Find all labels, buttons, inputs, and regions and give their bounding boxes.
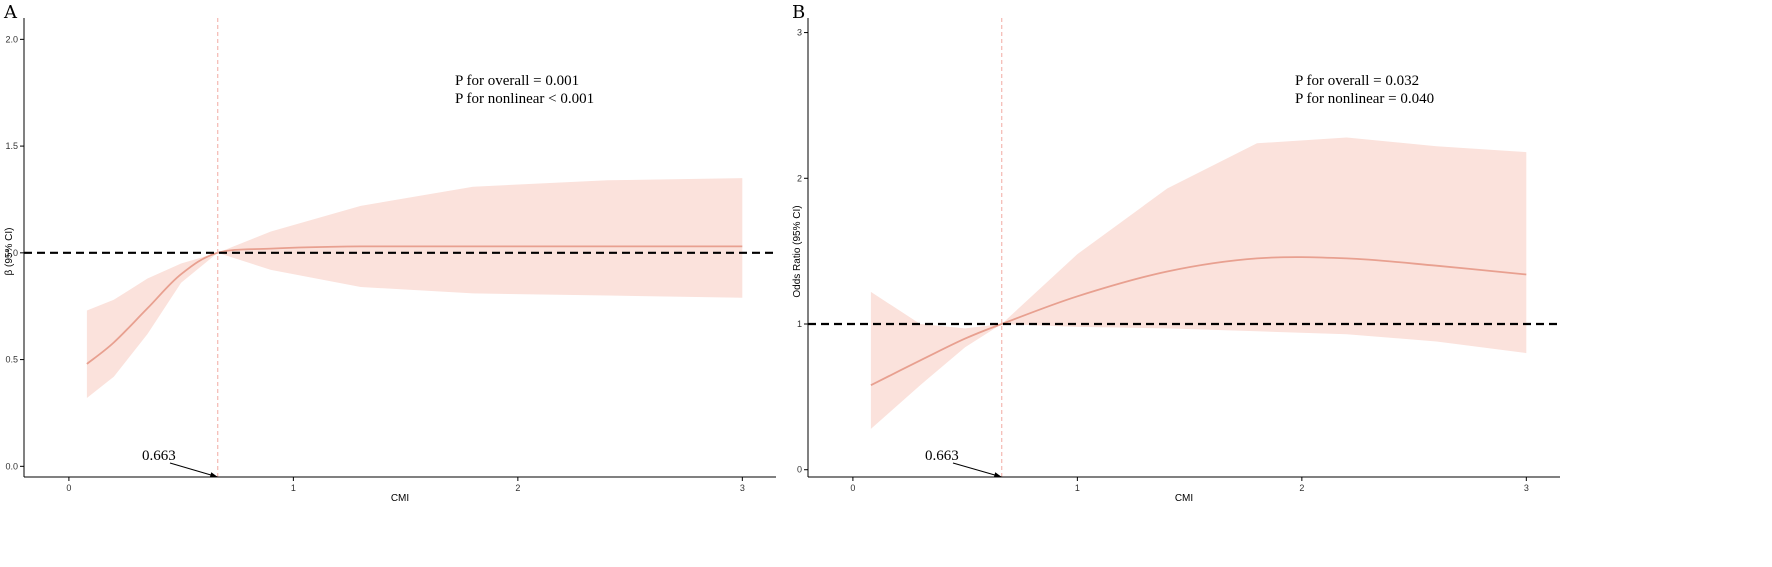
- y-tick-label: 0.0: [5, 461, 18, 471]
- p-overall-annotation: P for overall = 0.032: [1295, 73, 1419, 89]
- panel-label: A: [3, 2, 18, 23]
- cutpoint-arrow: [169, 462, 218, 478]
- y-tick-label: 3: [797, 28, 802, 38]
- x-tick-label: 0: [66, 483, 71, 493]
- arrow-head-icon: [209, 472, 218, 478]
- p-nonlinear-annotation: P for nonlinear < 0.001: [455, 91, 594, 107]
- y-axis-title: Odds Ratio (95% CI): [792, 205, 803, 297]
- y-tick-label: 1: [797, 319, 802, 329]
- x-tick-label: 3: [1524, 483, 1529, 493]
- x-tick-label: 0: [850, 483, 855, 493]
- y-tick-label: 1.5: [5, 141, 18, 151]
- confidence-band: [86, 178, 743, 398]
- estimate-line: [870, 256, 1527, 387]
- x-tick-label: 1: [1075, 483, 1080, 493]
- p-overall-annotation: P for overall = 0.001: [455, 73, 579, 89]
- x-axis-title: CMI: [1175, 493, 1193, 504]
- y-tick-label: 1.0: [5, 248, 18, 258]
- chart-panel-a: A 0.0 0.5 1.0 1.5 2.0 0 1 2 3 CMI β (95% CI) P for o…: [3, 2, 776, 504]
- y-tick-label: 2.0: [5, 34, 18, 44]
- y-tick-label: 2: [797, 173, 802, 183]
- y-tick-label: 0.5: [5, 355, 18, 365]
- chart-panel-b: B 0 1 2 3 0 1 2 3 CMI Odds Ratio (95% CI) P for ove…: [792, 2, 1560, 504]
- confidence-band: [870, 137, 1527, 429]
- cutpoint-arrow: [952, 462, 1002, 478]
- cutpoint-label: 0.663: [925, 448, 959, 464]
- y-tick-label: 0: [797, 465, 802, 475]
- x-tick-label: 1: [291, 483, 296, 493]
- x-tick-label: 2: [1299, 483, 1304, 493]
- arrow-head-icon: [993, 472, 1002, 478]
- panel-label: B: [792, 2, 805, 23]
- y-axis-title: β (95% CI): [4, 228, 15, 276]
- cutpoint-label: 0.663: [142, 448, 176, 464]
- p-nonlinear-annotation: P for nonlinear = 0.040: [1295, 91, 1434, 107]
- x-tick-label: 2: [515, 483, 520, 493]
- estimate-line: [86, 245, 743, 365]
- x-axis-title: CMI: [391, 493, 409, 504]
- x-tick-label: 3: [740, 483, 745, 493]
